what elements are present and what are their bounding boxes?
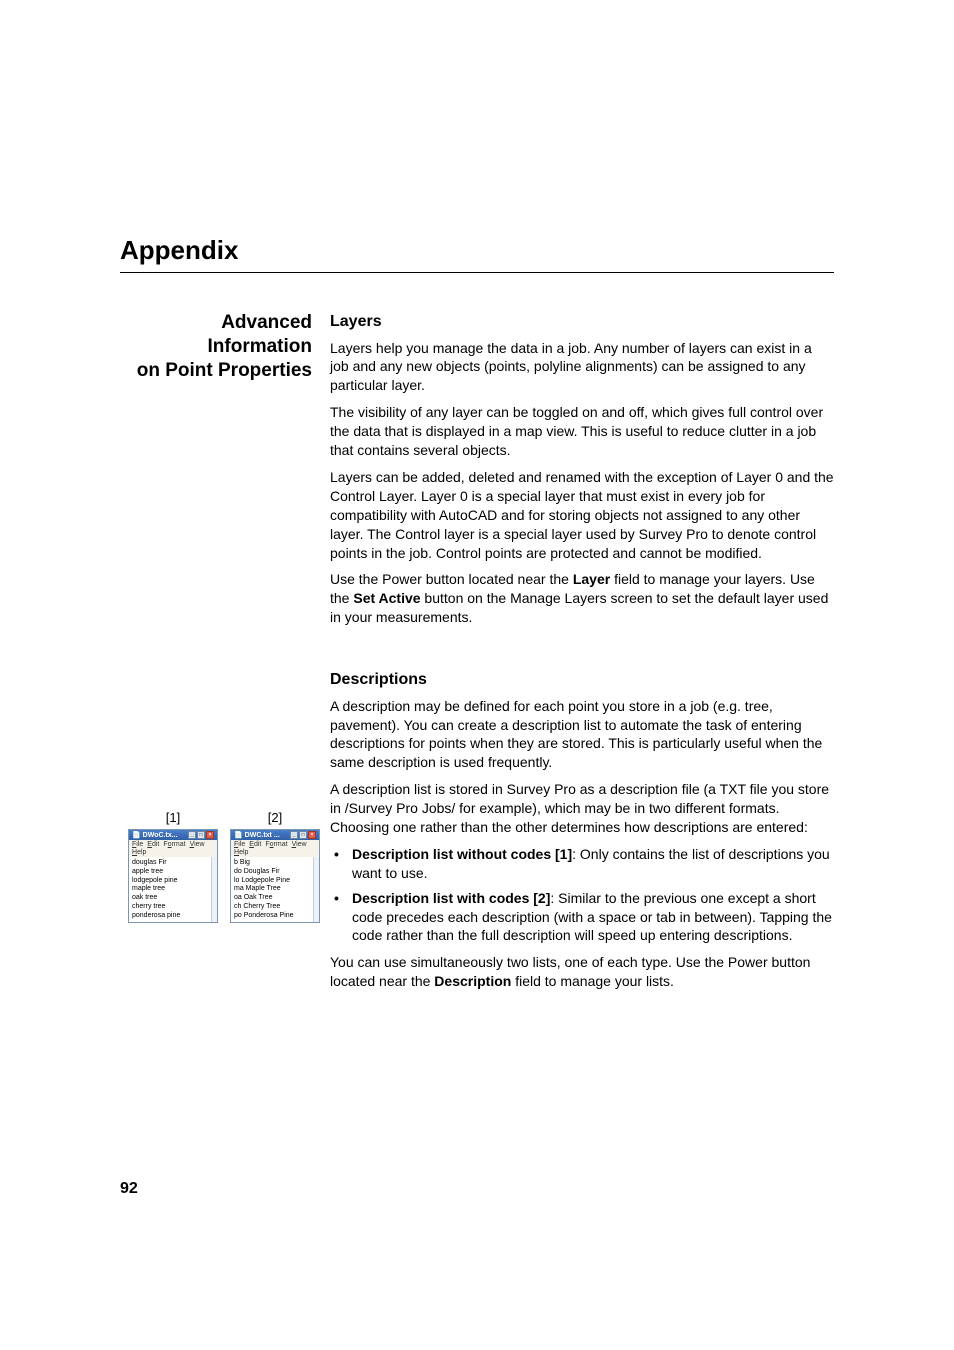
line: ch Cherry Tree — [234, 903, 316, 912]
mockup-2: [2] 📄 DWC.txt ... _ □ × File Edit Format… — [230, 810, 320, 923]
layers-p1: Layers help you manage the data in a job… — [330, 339, 834, 396]
line: lo Lodgepole Pine — [234, 877, 316, 886]
text: field to manage your lists. — [511, 973, 674, 989]
menu-format: Format — [265, 841, 287, 848]
notepad-window-1: 📄 DWoC.tx... _ □ × File Edit Format View… — [128, 829, 218, 923]
close-icon: × — [308, 831, 316, 839]
description-field-ref: Description — [434, 973, 511, 989]
titlebar-1: 📄 DWoC.tx... _ □ × — [129, 830, 217, 840]
notepad-body-2: b Big do Douglas Fir lo Lodgepole Pine m… — [231, 857, 319, 922]
line: ma Maple Tree — [234, 885, 316, 894]
bullet-2: Description list with codes [2]: Similar… — [330, 889, 834, 946]
scrollbar — [313, 857, 319, 922]
notepad-body-1: douglas Fir apple tree lodgepole pine ma… — [129, 857, 217, 922]
appendix-title: Appendix — [120, 235, 834, 273]
menu-view: View — [190, 841, 205, 848]
line: oa Oak Tree — [234, 894, 316, 903]
descriptions-p1: A description may be defined for each po… — [330, 697, 834, 773]
section-heading-line1: Advanced Information — [208, 312, 313, 357]
menubar-2b: Help — [231, 849, 319, 857]
line: ponderosa pine — [132, 912, 214, 921]
line: maple tree — [132, 885, 214, 894]
maximize-icon: □ — [197, 831, 205, 839]
layers-p4: Use the Power button located near the La… — [330, 570, 834, 627]
layers-p2: The visibility of any layer can be toggl… — [330, 403, 834, 460]
menu-file: File — [132, 841, 143, 848]
menubar-2: File Edit Format View — [231, 840, 319, 849]
set-active-ref: Set Active — [353, 590, 420, 606]
title2-text: DWC.txt ... — [245, 832, 280, 839]
section-heading: Advanced Information on Point Properties — [120, 311, 330, 382]
minimize-icon: _ — [188, 831, 196, 839]
menu-help: Help — [132, 849, 146, 856]
line: po Ponderosa Pine — [234, 912, 316, 921]
scrollbar — [211, 857, 217, 922]
line: oak tree — [132, 894, 214, 903]
descriptions-p3: You can use simultaneously two lists, on… — [330, 953, 834, 991]
title1-text: DWoC.tx... — [143, 832, 178, 839]
descriptions-heading: Descriptions — [330, 669, 834, 691]
descriptions-bullets: Description list without codes [1]: Only… — [330, 845, 834, 945]
bullet-2-title: Description list with codes [2] — [352, 890, 550, 906]
layers-heading: Layers — [330, 311, 834, 333]
page-number: 92 — [120, 1180, 138, 1198]
section-heading-line2: on Point Properties — [137, 360, 312, 381]
notepad-window-2: 📄 DWC.txt ... _ □ × File Edit Format Vie… — [230, 829, 320, 923]
menu-edit: Edit — [147, 841, 159, 848]
menu-help: Help — [234, 849, 248, 856]
line: lodgepole pine — [132, 877, 214, 886]
menu-edit: Edit — [249, 841, 261, 848]
layer-field-ref: Layer — [573, 571, 610, 587]
mockup-2-label: [2] — [230, 810, 320, 825]
line: cherry tree — [132, 903, 214, 912]
close-icon: × — [206, 831, 214, 839]
bullet-1-title: Description list without codes [1] — [352, 846, 572, 862]
notepad-mockups: [1] 📄 DWoC.tx... _ □ × File Edit Format … — [128, 810, 320, 923]
titlebar-1-text: 📄 DWoC.tx... — [132, 831, 178, 839]
mockup-1-label: [1] — [128, 810, 218, 825]
mockup-1: [1] 📄 DWoC.tx... _ □ × File Edit Format … — [128, 810, 218, 923]
layers-p3: Layers can be added, deleted and renamed… — [330, 468, 834, 562]
menubar-1: File Edit Format View — [129, 840, 217, 849]
line: apple tree — [132, 868, 214, 877]
text: Use the Power button located near the — [330, 571, 573, 587]
maximize-icon: □ — [299, 831, 307, 839]
menu-file: File — [234, 841, 245, 848]
titlebar-2-text: 📄 DWC.txt ... — [234, 831, 280, 839]
bullet-1: Description list without codes [1]: Only… — [330, 845, 834, 883]
menu-format: Format — [163, 841, 185, 848]
titlebar-2: 📄 DWC.txt ... _ □ × — [231, 830, 319, 840]
descriptions-p2: A description list is stored in Survey P… — [330, 780, 834, 837]
line: douglas Fir — [132, 859, 214, 868]
menubar-1b: Help — [129, 849, 217, 857]
line: b Big — [234, 859, 316, 868]
line: do Douglas Fir — [234, 868, 316, 877]
menu-view: View — [292, 841, 307, 848]
minimize-icon: _ — [290, 831, 298, 839]
section-body: Layers Layers help you manage the data i… — [330, 311, 834, 999]
